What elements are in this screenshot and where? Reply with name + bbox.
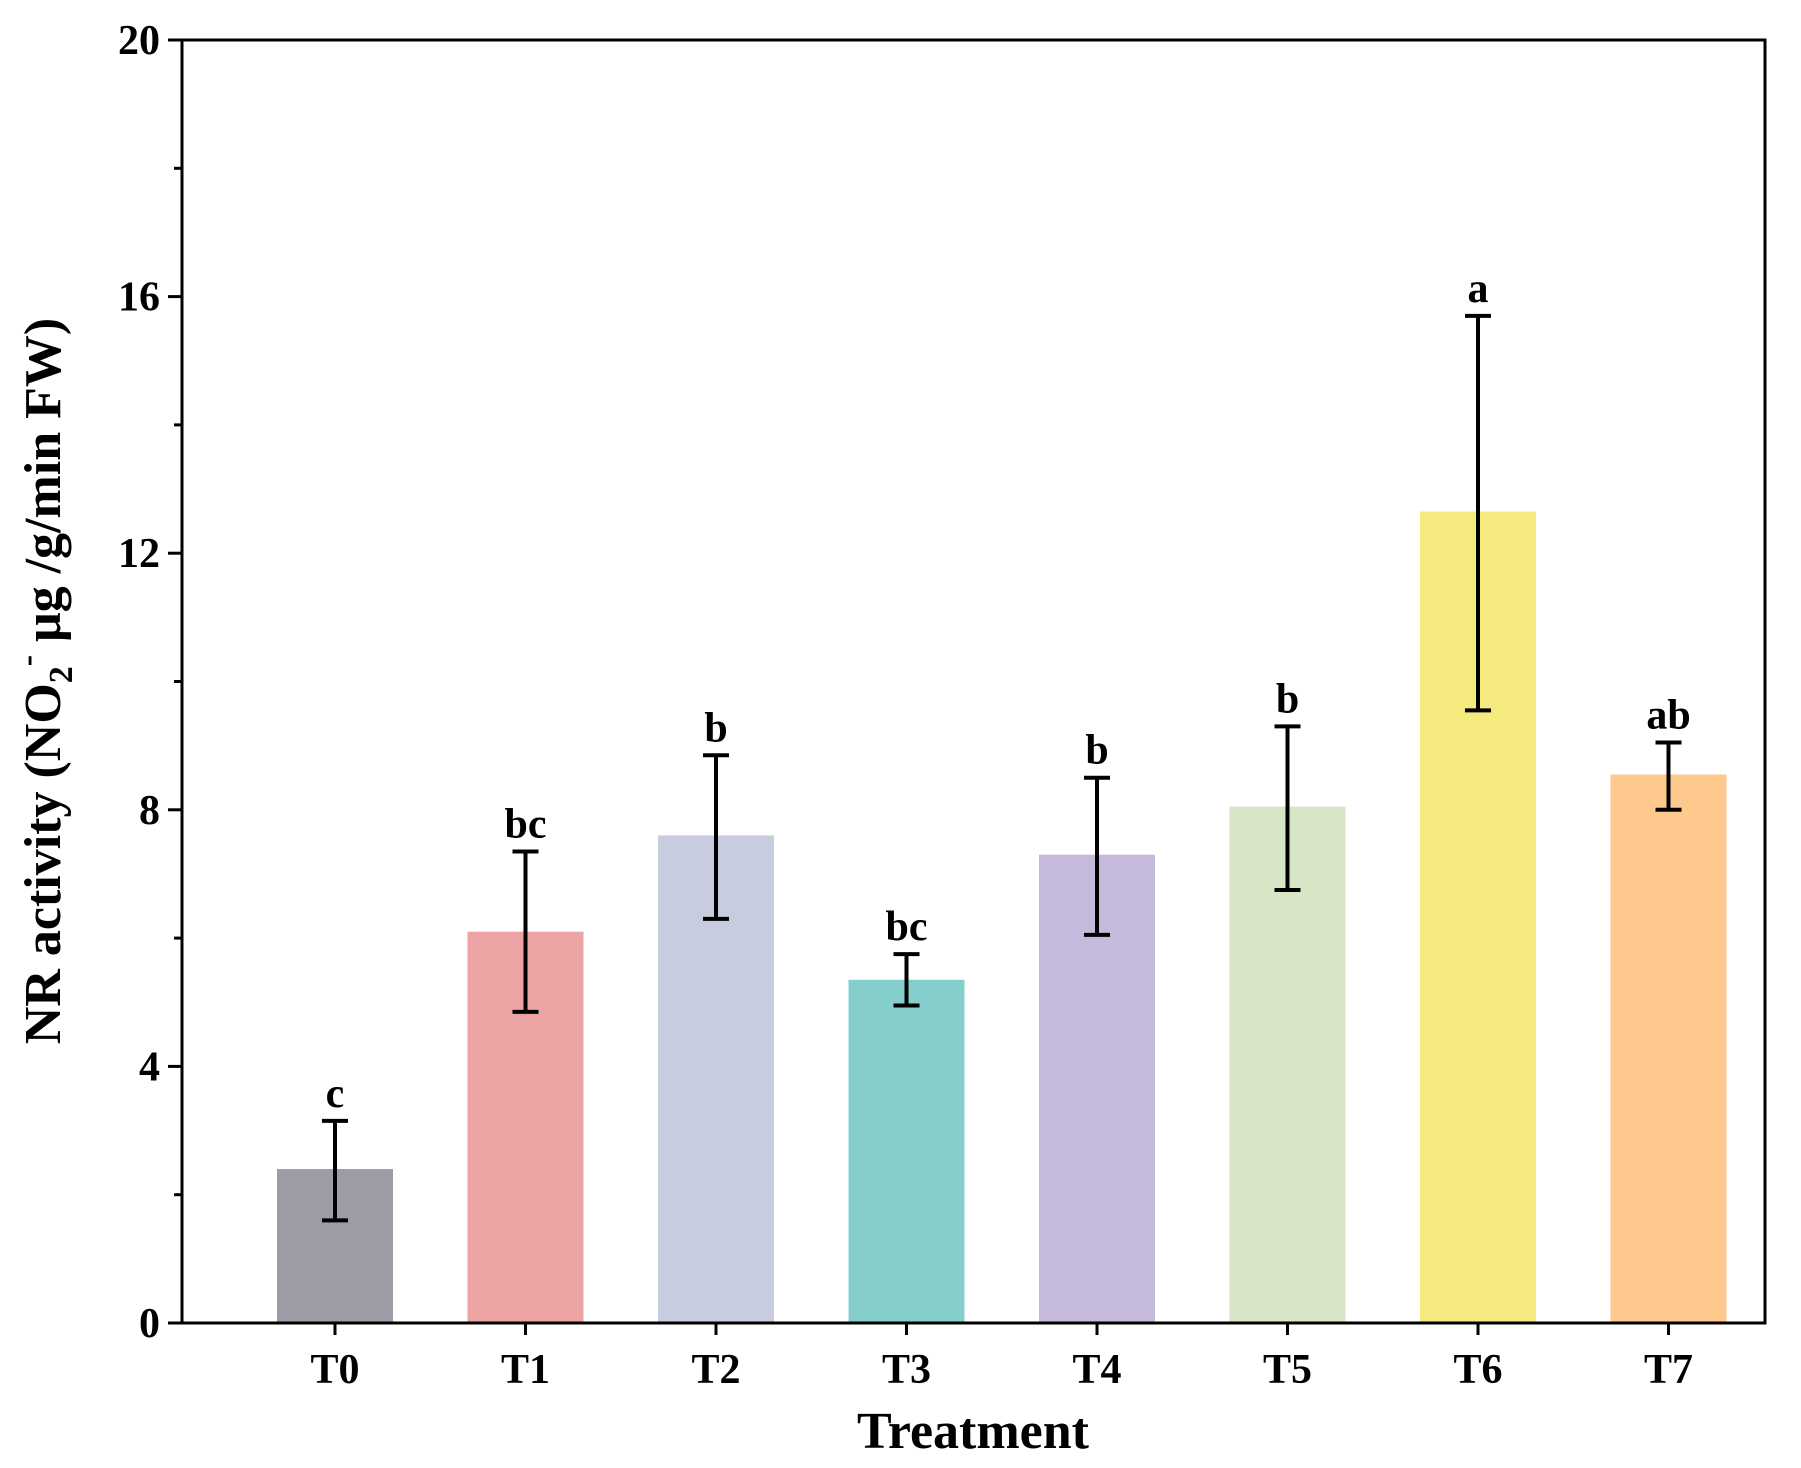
y-tick-label-8: 8 xyxy=(139,788,160,834)
x-tick-label-t3: T3 xyxy=(882,1347,931,1393)
x-tick-label-t6: T6 xyxy=(1453,1347,1502,1393)
x-tick-label-t4: T4 xyxy=(1072,1347,1121,1393)
significance-label-t5: b xyxy=(1276,676,1299,722)
x-tick-label-t5: T5 xyxy=(1263,1347,1312,1393)
y-axis-title-subscript: 2 xyxy=(43,666,80,683)
x-tick-label-t2: T2 xyxy=(691,1347,740,1393)
significance-label-t1: bc xyxy=(505,801,547,847)
significance-label-t0: c xyxy=(326,1071,345,1117)
x-axis-title: Treatment xyxy=(857,1403,1090,1460)
y-tick-label-4: 4 xyxy=(139,1044,160,1090)
x-tick-label-t1: T1 xyxy=(501,1347,550,1393)
significance-label-t7: ab xyxy=(1646,692,1690,738)
y-tick-label-12: 12 xyxy=(118,531,160,577)
y-tick-label-16: 16 xyxy=(118,275,160,321)
significance-label-t3: bc xyxy=(886,904,928,950)
bars-layer xyxy=(277,511,1727,1323)
y-axis-ticks: 0 4 8 12 16 20 xyxy=(118,18,182,1347)
bar-t3 xyxy=(848,979,965,1323)
bar-t5 xyxy=(1229,806,1346,1323)
x-tick-label-t7: T7 xyxy=(1644,1347,1693,1393)
y-axis-title: NR activity (NO2- μg /g/min FW) xyxy=(9,318,80,1045)
y-axis-title-suffix: μg /g/min FW) xyxy=(15,318,72,655)
significance-label-t6: a xyxy=(1468,266,1489,312)
x-axis-ticks: T0 T1 T2 T3 T4 T5 T6 T7 xyxy=(310,1323,1693,1393)
bar-t7 xyxy=(1610,774,1727,1323)
significance-labels-layer: c bc b bc b b a ab xyxy=(326,266,1691,1117)
y-axis-title-superscript: - xyxy=(9,655,46,666)
significance-label-t4: b xyxy=(1085,728,1108,774)
significance-label-t2: b xyxy=(704,705,727,751)
y-tick-label-20: 20 xyxy=(118,18,160,64)
x-tick-label-t0: T0 xyxy=(310,1347,359,1393)
error-bars-layer xyxy=(322,313,1682,1223)
y-axis-title-prefix: NR activity (NO xyxy=(15,683,72,1044)
y-tick-label-0: 0 xyxy=(139,1301,160,1347)
